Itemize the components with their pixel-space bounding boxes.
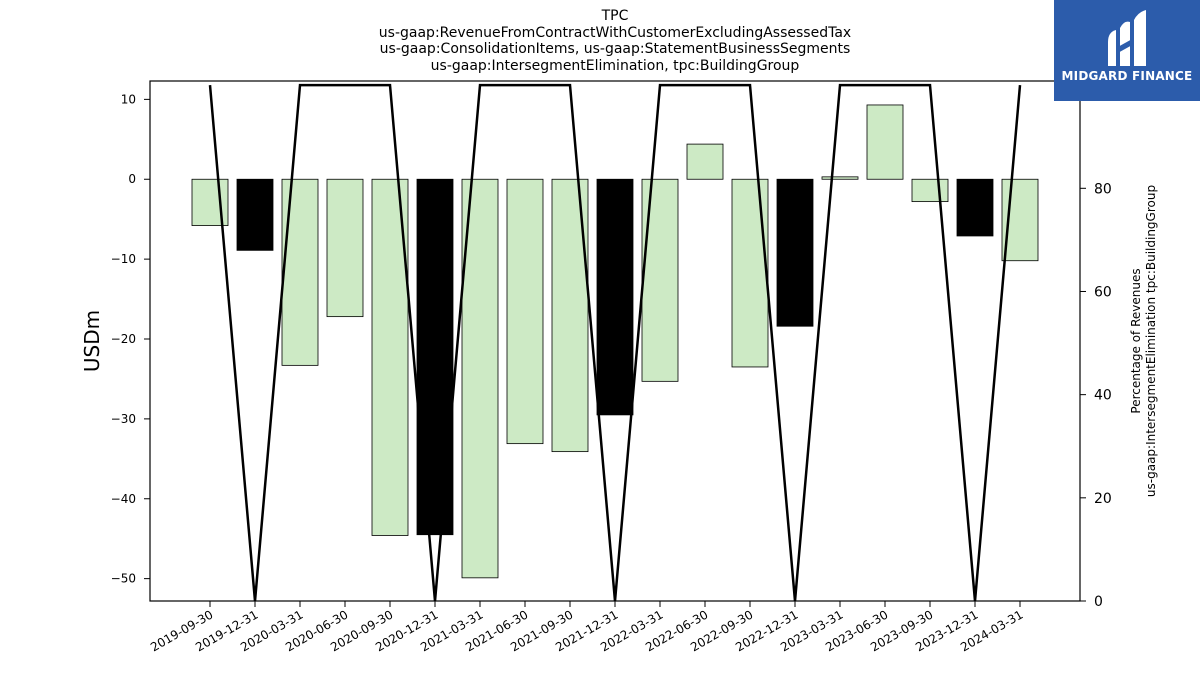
- y-axis-right: 020406080100: [1080, 78, 1121, 610]
- bar-2020-06-30: [326, 178, 364, 318]
- bar-2019-12-31: [236, 178, 274, 251]
- y-tick-label: −20: [111, 332, 136, 346]
- bar-2023-03-31: [821, 176, 859, 180]
- chart-title-line-2: us-gaap:RevenueFromContractWithCustomerE…: [379, 25, 851, 41]
- bar-2021-12-31: [596, 178, 634, 416]
- bar-2022-12-31: [776, 178, 814, 327]
- y-tick-label: −10: [111, 252, 136, 266]
- y2-axis-label-line-2: us-gaap:IntersegmentElimination tpc:Buil…: [1144, 185, 1158, 497]
- bar-2022-09-30: [731, 178, 769, 368]
- chart-title-line-4: us-gaap:IntersegmentElimination, tpc:Bui…: [431, 58, 800, 74]
- y-axis-label: USDm: [80, 310, 104, 372]
- y-tick-label: −50: [111, 572, 136, 586]
- chart-title: TPC us-gaap:RevenueFromContractWithCusto…: [379, 8, 851, 74]
- bar-2023-12-31: [956, 178, 994, 237]
- bar-2020-12-31: [416, 178, 454, 536]
- chart-title-line-3: us-gaap:ConsolidationItems, us-gaap:Stat…: [380, 41, 851, 57]
- y-axis-left: 10 0 −10 −20 −30 −40 −50: [111, 92, 150, 586]
- chart-title-line-1: TPC: [601, 8, 629, 24]
- bar-2020-03-31: [281, 178, 319, 366]
- x-axis: 2019-09-302019-12-312020-03-312020-06-30…: [148, 601, 1026, 654]
- y-tick-label: −40: [111, 492, 136, 506]
- bar-2023-09-30: [911, 178, 949, 203]
- bar-series: [191, 104, 1039, 579]
- y-tick-label: 10: [121, 92, 136, 106]
- bar-2023-06-30: [866, 104, 904, 180]
- y2-tick-label: 0: [1094, 594, 1103, 610]
- bar-2022-03-31: [641, 178, 679, 382]
- bar-2021-03-31: [461, 178, 499, 579]
- y2-tick-label: 20: [1094, 491, 1112, 507]
- logo-mark-icon: [1108, 10, 1146, 67]
- y-tick-label: −30: [111, 412, 136, 426]
- y2-tick-label: 80: [1094, 181, 1112, 197]
- bar-2022-06-30: [686, 143, 724, 180]
- logo-text: MIDGARD FINANCE: [1061, 69, 1193, 83]
- y2-axis-label-line-1: Percentage of Revenues: [1129, 268, 1143, 413]
- bar-2020-09-30: [371, 178, 409, 536]
- brand-logo: MIDGARD FINANCE: [1054, 0, 1200, 101]
- bar-2021-06-30: [506, 178, 544, 445]
- y2-tick-label: 60: [1094, 284, 1112, 300]
- y-tick-label: 0: [128, 172, 136, 186]
- y2-tick-label: 40: [1094, 388, 1112, 404]
- y2-axis-label: Percentage of Revenues us-gaap:Intersegm…: [1129, 185, 1158, 497]
